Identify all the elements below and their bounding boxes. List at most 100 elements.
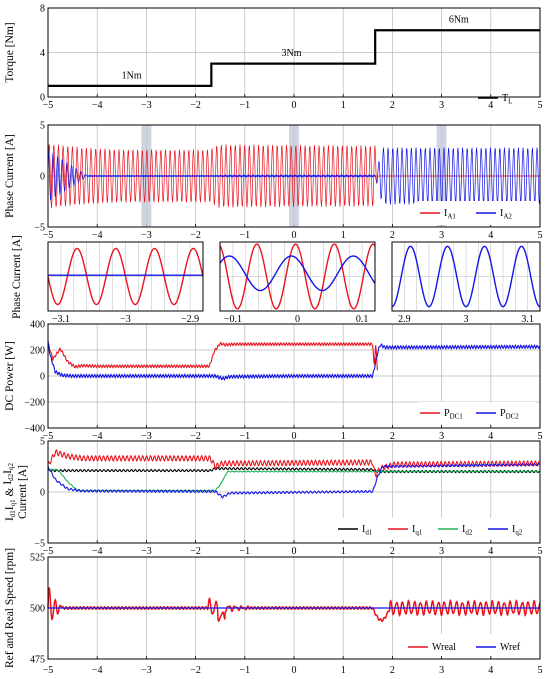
x-tick-label: −3	[120, 314, 131, 325]
legend-name: I	[512, 524, 515, 535]
x-tick-label: −3	[141, 431, 152, 442]
x-tick-label: −3	[141, 230, 152, 241]
ylabel-part: I	[2, 481, 14, 485]
legend-name: I	[362, 524, 365, 535]
y-tick-label: 8	[40, 4, 45, 15]
x-tick-label: 4	[488, 665, 493, 676]
legend-label: Iq1	[412, 524, 423, 537]
y-axis-label-line2: Current [A]	[17, 465, 29, 519]
x-tick-label: −2	[190, 665, 201, 676]
x-tick-label: −2	[190, 100, 201, 111]
legend-name: I	[500, 208, 503, 219]
zoom-panel-1: −3.1 −3 −2.9 Phase Current [A]	[11, 235, 204, 325]
plot-frame	[391, 241, 541, 312]
x-tick-label: 0.1	[356, 314, 369, 325]
legend-subscript: d2	[465, 529, 473, 537]
legend-label: Id2	[462, 524, 473, 537]
legend-label: Id1	[362, 524, 373, 537]
x-tick-label: 0	[292, 100, 297, 111]
y-tick-label: 5	[40, 437, 45, 448]
phase-current-line	[47, 144, 540, 209]
dq-current-line	[47, 466, 540, 474]
x-tick-label: 3	[464, 314, 469, 325]
legend-subscript: DC2	[506, 413, 520, 421]
x-tick-label: −5	[43, 230, 54, 241]
x-tick-label: 5	[538, 431, 543, 442]
y-tick-label: 0	[40, 172, 45, 183]
legend-label: IA2	[500, 208, 512, 221]
dq-current-line	[47, 448, 540, 478]
x-tick-label: 3	[439, 665, 444, 676]
y-tick-label: 0	[40, 372, 45, 383]
legend-name: Wreal	[432, 642, 456, 653]
legend-label: Wreal	[432, 642, 456, 653]
ylabel-subscript: d2	[7, 473, 15, 481]
x-tick-label: 3	[439, 100, 444, 111]
zoom-panel-2: −0.1 0 0.1	[219, 241, 376, 325]
zoom-panel-3: 2.9 3 3.1	[391, 241, 541, 325]
plot-frame	[47, 7, 541, 98]
y-tick-label: 5	[40, 121, 45, 132]
plot-frame	[47, 124, 541, 228]
x-tick-label: −1	[239, 431, 250, 442]
y-tick-label: 500	[30, 604, 45, 615]
plot-frame	[47, 241, 204, 312]
plot-frame	[47, 323, 541, 429]
x-tick-label: −1	[239, 546, 250, 557]
plot-frame	[47, 556, 541, 660]
ylabel-subscript: q2	[7, 462, 15, 470]
dc-power-line	[47, 340, 540, 381]
y-tick-label: 475	[30, 655, 45, 666]
legend-name: P	[500, 408, 506, 419]
x-tick-label: 4	[488, 431, 493, 442]
legend-name: T	[502, 93, 508, 104]
legend-subscript: A2	[503, 213, 512, 221]
x-tick-label: −5	[43, 546, 54, 557]
dc-power-line	[47, 341, 378, 371]
torque-annotation: 1Nm	[122, 70, 142, 81]
x-tick-label: −2.9	[181, 314, 199, 325]
x-tick-label: 2	[390, 665, 395, 676]
speed-panel: −5 −4 −3 −2 −1 0 1 2 3 4 5 475 500 525 Wreal Wref Ref an…	[4, 548, 543, 676]
x-tick-label: 1	[341, 665, 346, 676]
legend-label: Iq2	[512, 524, 523, 537]
x-tick-label: 5	[538, 665, 543, 676]
x-tick-label: −2	[190, 230, 201, 241]
x-tick-label: 0	[292, 665, 297, 676]
x-tick-label: 0	[292, 230, 297, 241]
x-tick-label: 1	[341, 546, 346, 557]
dq-current-line	[47, 462, 540, 499]
x-tick-label: −4	[92, 665, 103, 676]
x-tick-label: −4	[92, 431, 103, 442]
y-tick-label: 525	[30, 553, 45, 564]
y-tick-label: −5	[34, 223, 45, 234]
x-tick-label: 4	[488, 100, 493, 111]
x-tick-label: 5	[538, 100, 543, 111]
y-axis-label: Ref and Real Speed [rpm]	[4, 548, 16, 668]
legend-name: I	[444, 208, 447, 219]
x-tick-label: −3	[141, 546, 152, 557]
zoom-current-line	[47, 247, 204, 306]
x-tick-label: −5	[43, 100, 54, 111]
ylabel-subscript: q1	[9, 499, 17, 507]
ylabel-part: &	[4, 485, 16, 500]
y-axis-label: Id1Iq1 & Id2Iq2	[2, 462, 17, 521]
x-tick-label: 2	[390, 546, 395, 557]
x-tick-label: −1	[239, 100, 250, 111]
x-tick-label: 3	[439, 230, 444, 241]
x-tick-label: 4	[488, 546, 493, 557]
y-tick-label: 4	[40, 48, 45, 59]
y-tick-label: 200	[30, 346, 45, 357]
x-tick-label: −4	[92, 230, 103, 241]
ylabel-part: I	[2, 470, 14, 474]
torque-panel: −5 −4 −3 −2 −1 0 1 2 3 4 5 0 4 8 1Nm 3Nm 6Nm TL Torque [Nm…	[4, 4, 543, 112]
x-tick-label: −5	[43, 431, 54, 442]
legend-label: TL	[502, 93, 512, 106]
x-tick-label: 2	[390, 230, 395, 241]
legend-subscript: L	[508, 98, 512, 106]
torque-line	[48, 29, 540, 87]
